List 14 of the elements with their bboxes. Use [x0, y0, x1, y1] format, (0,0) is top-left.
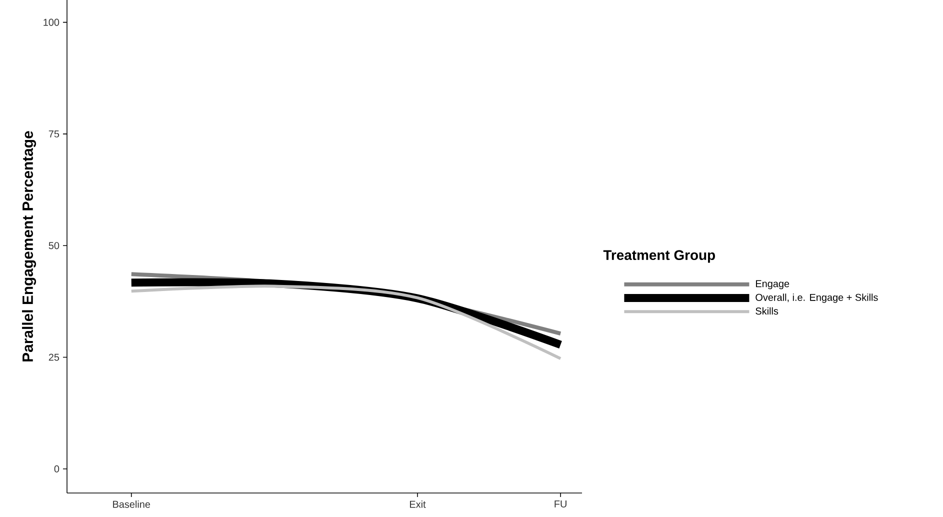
x-tick-label: FU: [554, 500, 566, 508]
text: Overall, i.e. Engage + Skills: [756, 294, 878, 303]
line-series: [130, 284, 562, 360]
legend-title: Treatment Group: [603, 250, 715, 263]
y-tick-label: 25: [48, 354, 60, 361]
text: Engage: [756, 280, 790, 290]
x-tick-label: Baseline: [113, 500, 150, 508]
x-tick-label: Exit: [410, 500, 426, 508]
y-tick-label: 75: [48, 130, 60, 138]
y-tick-label: 100: [44, 18, 60, 26]
y-tick-label: 50: [48, 242, 60, 250]
y-axis-title: Parallel Engagement Percentage: [22, 131, 36, 362]
y-tick-label: 0: [54, 465, 60, 472]
text: Skills: [756, 307, 778, 315]
